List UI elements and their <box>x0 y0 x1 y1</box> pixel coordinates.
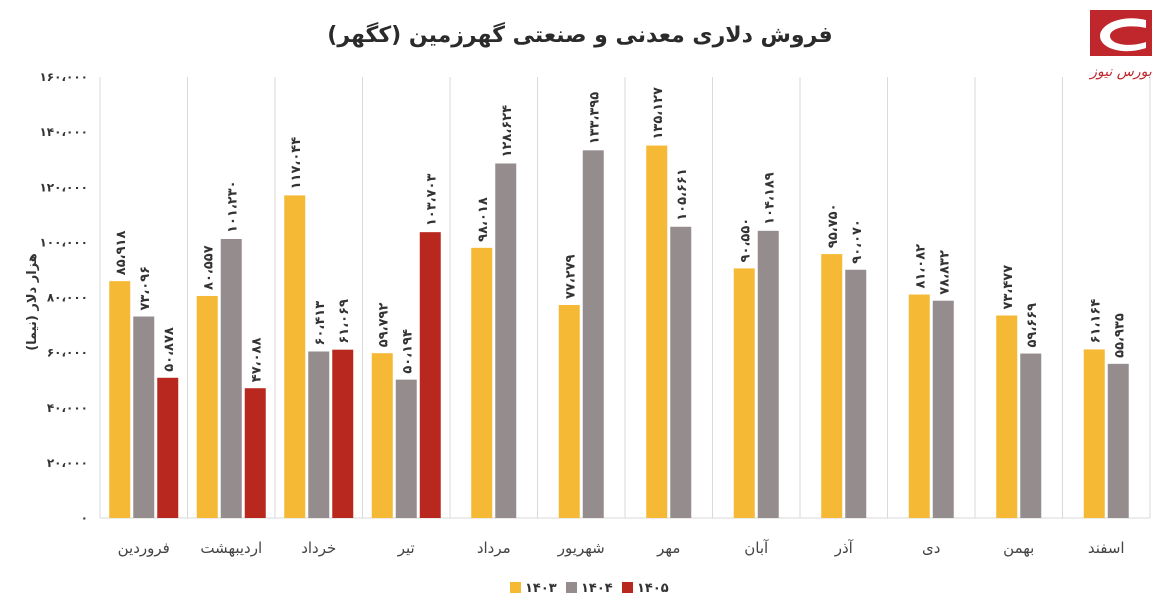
y-axis: ۰ ۲۰،۰۰۰ ۴۰،۰۰۰ ۶۰،۰۰۰ ۸۰،۰۰۰ ۱۰۰،۰۰۰ ۱۲۰،۰۰۰ ۱… <box>39 70 88 525</box>
bar <box>757 230 779 518</box>
data-label: ۹۰،۰۷۰ <box>850 219 865 264</box>
bar <box>845 269 867 518</box>
x-tick-label: دی <box>922 539 940 557</box>
bar <box>1020 353 1042 518</box>
bar <box>733 268 755 518</box>
data-labels-layer: ۸۵،۹۱۸ ۷۳،۰۹۶ ۵۰،۸۷۸ ۸۰،۵۵۷ ۱۰۱،۲۳۰ ۴۷،۰۸۸ ۱۱۷… <box>114 87 1128 382</box>
x-tick-label: آذر <box>834 539 854 557</box>
data-label: ۸۱،۰۸۲ <box>913 244 928 289</box>
data-label: ۵۹،۶۶۹ <box>1025 303 1040 348</box>
chart-title: فروش دلاری معدنی و صنعتی گهرزمین (کگهر) <box>327 21 832 48</box>
data-label: ۵۰،۱۹۴ <box>400 329 415 374</box>
bars-layer <box>109 145 1129 519</box>
x-tick-label: مرداد <box>477 539 511 557</box>
data-label: ۱۳۵،۱۲۷ <box>651 87 666 140</box>
y-tick-label: ۱۶۰،۰۰۰ <box>39 70 88 84</box>
bar <box>244 388 266 518</box>
y-axis-label: هزار دلار (نیما) <box>25 253 40 351</box>
bar <box>308 351 330 518</box>
y-tick-label: ۴۰،۰۰۰ <box>47 401 88 415</box>
data-label: ۵۵،۹۳۵ <box>1112 313 1127 358</box>
bar <box>419 232 441 518</box>
legend-swatch <box>566 582 577 593</box>
data-label: ۱۰۵،۶۶۱ <box>675 168 690 221</box>
legend-swatch <box>510 582 521 593</box>
y-tick-label: ۰ <box>81 511 88 525</box>
y-tick-label: ۱۰۰،۰۰۰ <box>39 235 88 249</box>
bar <box>220 238 242 519</box>
y-tick-label: ۶۰،۰۰۰ <box>47 346 88 360</box>
bar <box>908 294 930 518</box>
x-tick-label: شهریور <box>557 539 605 557</box>
x-axis: فروردین اردیبهشت خرداد تیر مرداد شهریور مهر آبا… <box>118 539 1125 557</box>
bar <box>196 295 218 518</box>
legend-label: ۱۴۰۴ <box>581 581 613 596</box>
x-tick-label: اسفند <box>1088 539 1125 557</box>
x-tick-label: مهر <box>656 539 680 557</box>
bar <box>284 195 306 519</box>
bar <box>495 163 517 518</box>
x-tick-label: فروردین <box>118 539 170 557</box>
bar <box>932 300 954 518</box>
data-label: ۷۳،۴۷۷ <box>1001 265 1016 310</box>
x-tick-label: خرداد <box>301 539 336 557</box>
y-tick-label: ۱۲۰،۰۰۰ <box>39 180 88 194</box>
data-label: ۷۷،۲۷۹ <box>563 254 578 299</box>
bar <box>1083 349 1105 518</box>
data-label: ۸۰،۵۵۷ <box>201 245 216 290</box>
bar <box>646 145 668 518</box>
data-label: ۵۰،۸۷۸ <box>162 327 177 372</box>
data-label: ۴۷،۰۸۸ <box>249 338 264 383</box>
x-tick-label: اردیبهشت <box>200 539 262 557</box>
data-label: ۱۱۷،۰۴۴ <box>289 137 304 190</box>
bar <box>133 316 155 518</box>
logo: بورس نیوز <box>1088 10 1152 80</box>
data-label: ۹۵،۷۵۰ <box>826 203 841 248</box>
bar <box>821 254 843 519</box>
data-label: ۶۱،۱۶۴ <box>1088 299 1103 344</box>
legend-label: ۱۴۰۳ <box>525 581 557 596</box>
bar <box>558 304 580 518</box>
x-tick-label: آبان <box>744 539 769 557</box>
legend-label: ۱۴۰۵ <box>637 581 669 596</box>
data-label: ۹۸،۰۱۸ <box>476 197 491 242</box>
bar <box>1107 363 1129 518</box>
logo-swoosh <box>1100 18 1146 52</box>
bar <box>332 349 354 518</box>
data-label: ۷۸،۸۳۲ <box>937 250 952 295</box>
bar <box>109 281 131 518</box>
y-tick-label: ۱۴۰،۰۰۰ <box>39 125 88 139</box>
data-label: ۹۰،۵۵۰ <box>738 218 753 263</box>
data-label: ۱۲۸،۶۲۴ <box>500 105 515 158</box>
x-tick-label: بهمن <box>1003 539 1034 557</box>
data-label: ۵۹،۷۹۲ <box>376 303 391 348</box>
legend: ۱۴۰۳ ۱۴۰۴ ۱۴۰۵ <box>510 581 669 596</box>
y-tick-label: ۲۰،۰۰۰ <box>47 456 88 470</box>
data-label: ۸۵،۹۱۸ <box>114 231 129 276</box>
grid-layer <box>99 77 1151 519</box>
data-label: ۶۰،۴۱۳ <box>313 301 328 346</box>
logo-text: بورس نیوز <box>1088 64 1152 80</box>
data-label: ۶۱،۰۶۹ <box>337 299 352 344</box>
data-label: ۱۳۳،۳۹۵ <box>587 92 602 145</box>
x-tick-label: تیر <box>397 539 415 557</box>
bar <box>996 315 1018 518</box>
bar <box>670 226 692 519</box>
legend-swatch <box>622 582 633 593</box>
bar <box>395 379 417 518</box>
bar <box>157 377 179 518</box>
data-label: ۱۰۴،۱۸۹ <box>762 172 777 225</box>
bar <box>582 150 604 519</box>
data-label: ۱۰۱،۲۳۰ <box>225 180 240 233</box>
data-label: ۷۳،۰۹۶ <box>138 266 153 311</box>
bar <box>371 353 393 518</box>
y-tick-label: ۸۰،۰۰۰ <box>47 291 88 305</box>
bar <box>471 247 493 518</box>
data-label: ۱۰۳،۷۰۳ <box>424 174 439 227</box>
